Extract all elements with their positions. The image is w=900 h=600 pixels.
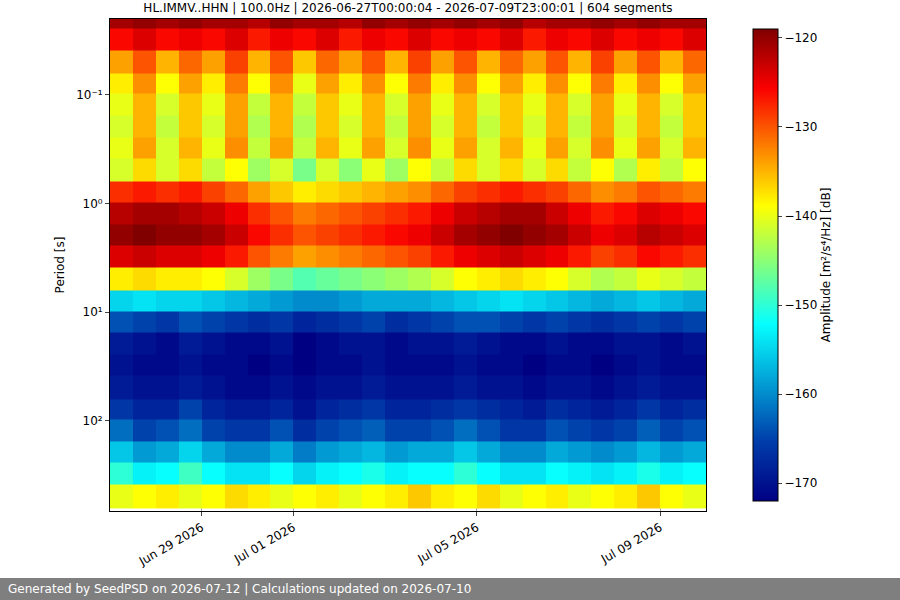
svg-text:Amplitude [m²/s⁴/Hz] [dB]: Amplitude [m²/s⁴/Hz] [dB] (819, 188, 833, 343)
svg-text:Jun 29 2026: Jun 29 2026 (136, 520, 206, 569)
svg-text:−130: −130 (784, 120, 817, 134)
svg-text:10¹: 10¹ (83, 305, 103, 319)
svg-text:−160: −160 (784, 387, 817, 401)
svg-text:10⁰: 10⁰ (83, 197, 103, 211)
svg-text:−120: −120 (784, 31, 817, 45)
svg-text:Period [s]: Period [s] (53, 237, 67, 294)
html-text:Generated by SeedPSD on 2026-0: Generated by SeedPSD on 2026-07-12 | Cal… (8, 582, 472, 596)
svg-text:−150: −150 (784, 298, 817, 312)
svg-text:10⁻¹: 10⁻¹ (76, 88, 103, 102)
svg-text:−170: −170 (784, 476, 817, 490)
svg-text:−140: −140 (784, 209, 817, 223)
svg-text:HL.IMMV..HHN | 100.0Hz | 2026-: HL.IMMV..HHN | 100.0Hz | 2026-06-27T00:0… (143, 1, 672, 15)
svg-text:Jul 09 2026: Jul 09 2026 (598, 520, 665, 567)
svg-text:Jul 05 2026: Jul 05 2026 (415, 520, 482, 567)
svg-text:10²: 10² (83, 414, 103, 428)
svg-text:Jul 01 2026: Jul 01 2026 (231, 520, 298, 567)
